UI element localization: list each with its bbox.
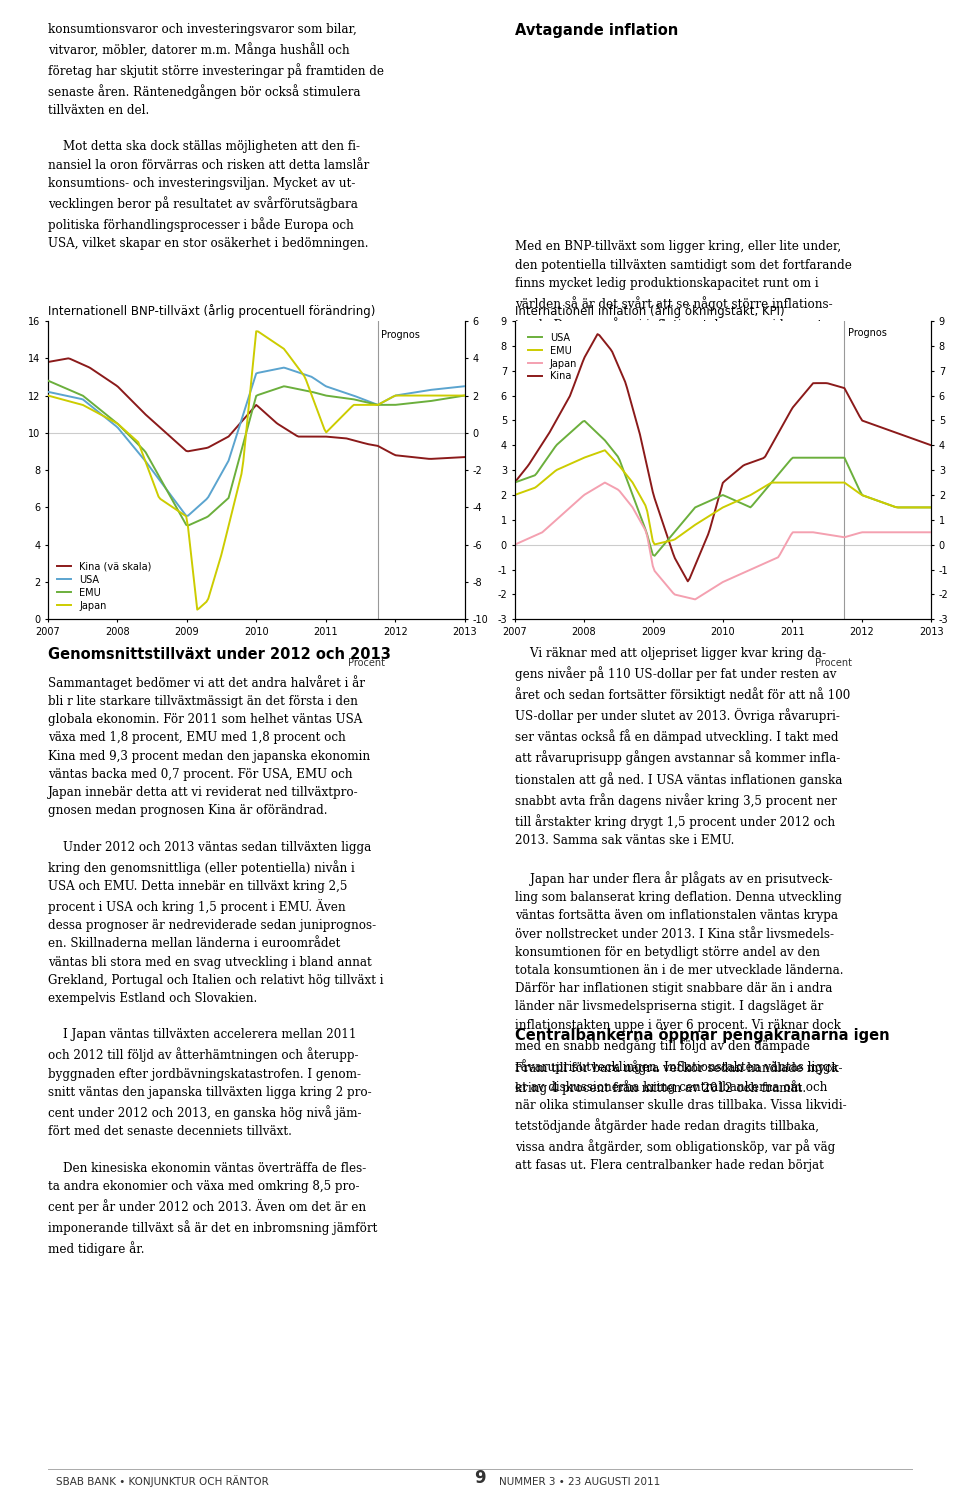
Text: Internationell inflation (årlig ökningstakt, KPI): Internationell inflation (årlig ökningst… [515,304,784,319]
Legend: USA, EMU, Japan, Kina: USA, EMU, Japan, Kina [523,329,581,385]
Text: Med en BNP-tillväxt som ligger kring, eller lite under,
den potentiella tillväxt: Med en BNP-tillväxt som ligger kring, el… [515,240,852,432]
Text: Fram till för bara några veckor sedan handlade myck-
et av diskussionerna kring : Fram till för bara några veckor sedan ha… [515,1061,846,1173]
Text: Vi räknar med att oljepriset ligger kvar kring da-
gens nivåer på 110 US-dollar : Vi räknar med att oljepriset ligger kvar… [515,647,850,1095]
Text: konsumtionsvaror och investeringsvaror som bilar,
vitvaror, möbler, datorer m.m.: konsumtionsvaror och investeringsvaror s… [48,23,384,251]
Text: Centralbankerna öppnar pengakranarna igen: Centralbankerna öppnar pengakranarna ige… [515,1027,889,1043]
Text: Internationell BNP-tillväxt (årlig procentuell förändring): Internationell BNP-tillväxt (årlig proce… [48,304,375,319]
Text: Sammantaget bedömer vi att det andra halvåret i år
bli r lite starkare tillväxtm: Sammantaget bedömer vi att det andra hal… [48,675,383,1256]
Text: Procent: Procent [348,659,385,668]
Text: Prognos: Prognos [848,328,887,338]
Text: SBAB BANK • KONJUNKTUR OCH RÄNTOR: SBAB BANK • KONJUNKTUR OCH RÄNTOR [56,1475,269,1487]
Text: Procent: Procent [814,659,852,668]
Text: Genomsnittstillväxt under 2012 och 2013: Genomsnittstillväxt under 2012 och 2013 [48,647,391,662]
Text: Avtagande inflation: Avtagande inflation [515,23,678,38]
Legend: Kina (vä skala), USA, EMU, Japan: Kina (vä skala), USA, EMU, Japan [53,558,156,615]
Text: Prognos: Prognos [381,331,420,340]
Text: NUMMER 3 • 23 AUGUSTI 2011: NUMMER 3 • 23 AUGUSTI 2011 [499,1476,660,1487]
Text: 9: 9 [474,1469,486,1487]
